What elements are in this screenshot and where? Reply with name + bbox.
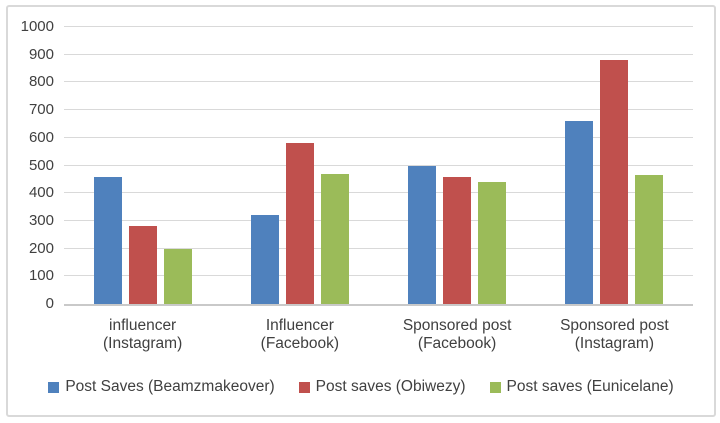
x-axis-category-label-line: (Facebook) <box>417 335 497 352</box>
plot-area <box>64 26 693 306</box>
bar <box>128 226 157 304</box>
x-axis-category-label-line: Influencer <box>265 317 334 334</box>
gridline <box>64 81 693 83</box>
x-axis-category-label: Influencer (Facebook) <box>221 317 378 353</box>
y-axis-tick-label: 0 <box>45 295 54 312</box>
gridline <box>64 219 693 221</box>
legend-label: Post Saves (Beamzmakeover) <box>65 378 275 395</box>
bar <box>320 173 349 304</box>
bar-group <box>221 27 378 304</box>
legend: Post Saves (Beamzmakeover) Post saves (Ob… <box>8 378 714 396</box>
gridline <box>64 136 693 138</box>
legend-item: Post saves (Eunicelane) <box>489 378 674 396</box>
legend-item: Post saves (Obiwezy) <box>298 378 466 396</box>
bar <box>93 176 122 304</box>
y-axis-tick-label: 700 <box>28 101 54 119</box>
y-axis-tick-label: 500 <box>28 156 54 174</box>
bar <box>565 121 594 304</box>
x-axis-line <box>64 304 693 306</box>
bar <box>443 176 472 304</box>
bar <box>163 248 192 304</box>
bar <box>478 182 507 304</box>
gridline <box>64 247 693 249</box>
legend-label: Post saves (Obiwezy) <box>315 378 466 395</box>
y-axis-tick-label: 400 <box>28 184 54 202</box>
gridline <box>64 26 693 27</box>
y-axis: 0 100 200 300 400 500 600 700 800 900 1000 <box>8 18 54 312</box>
bar <box>600 60 629 304</box>
gridline <box>64 192 693 194</box>
y-axis-tick-label: 600 <box>28 128 54 146</box>
chart-frame: 0 100 200 300 400 500 600 700 800 900 1000 influen… <box>6 5 716 417</box>
bar <box>408 165 437 304</box>
legend-item: Post Saves (Beamzmakeover) <box>48 378 275 396</box>
y-axis-tick-label: 300 <box>28 211 54 229</box>
x-axis-category-label-line: influencer <box>109 317 177 334</box>
bar <box>635 175 664 304</box>
gridline <box>64 164 693 166</box>
y-axis-tick-label: 900 <box>28 45 54 63</box>
y-axis-tick-label: 800 <box>28 73 54 91</box>
x-axis-category-label: influencer (Instagram) <box>64 317 221 353</box>
x-axis-category-label: Sponsored post (Facebook) <box>379 317 536 353</box>
bar <box>285 143 314 304</box>
gridline <box>64 275 693 277</box>
legend-swatch-icon <box>489 381 501 393</box>
bar-group <box>536 27 693 304</box>
x-axis-category-label-line: Sponsored post <box>402 317 512 334</box>
legend-swatch-icon <box>298 381 310 393</box>
x-axis-category-label-line: Sponsored post <box>560 317 669 334</box>
bar-group <box>379 27 536 304</box>
x-axis-category-label-line: (Facebook) <box>260 335 340 352</box>
x-axis-category-label-line: (Instagram) <box>574 335 654 352</box>
x-axis-labels: influencer (Instagram) Influencer (Facebook… <box>64 317 693 353</box>
gridline <box>64 53 693 55</box>
legend-label: Post saves (Eunicelane) <box>506 378 674 395</box>
x-axis-category-label-line: (Instagram) <box>103 335 183 352</box>
bar <box>250 215 279 304</box>
y-axis-tick-label: 200 <box>28 239 54 257</box>
legend-swatch-icon <box>48 381 60 393</box>
bar-group <box>64 27 221 304</box>
y-axis-tick-label: 100 <box>28 267 54 285</box>
gridline <box>64 109 693 111</box>
x-axis-category-label: Sponsored post (Instagram) <box>536 317 693 353</box>
y-axis-tick-label: 1000 <box>20 18 54 35</box>
